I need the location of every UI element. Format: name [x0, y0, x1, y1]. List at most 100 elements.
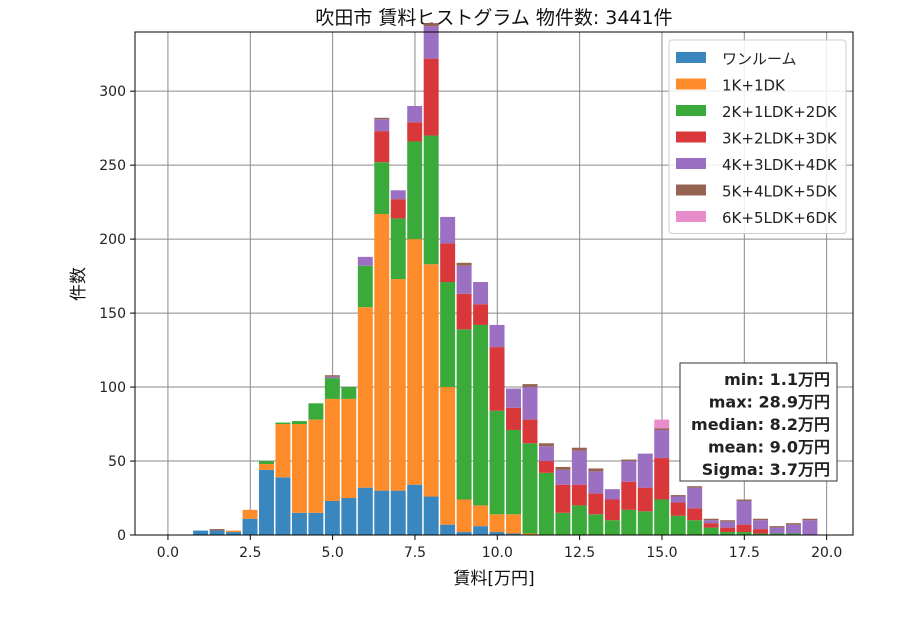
x-tick-label: 7.5 — [404, 545, 426, 561]
legend-swatch — [676, 131, 706, 143]
histogram-bar — [291, 512, 307, 535]
histogram-bar — [753, 533, 769, 535]
histogram-bar — [242, 518, 258, 535]
histogram-bar — [621, 509, 637, 535]
histogram-bar — [769, 526, 785, 528]
histogram-bar — [506, 388, 521, 408]
histogram-bar — [423, 135, 439, 265]
histogram-bar — [736, 524, 752, 533]
histogram-bar — [341, 398, 357, 499]
histogram-bar — [637, 453, 653, 488]
histogram-bar — [390, 490, 406, 535]
histogram-bar — [538, 443, 554, 447]
histogram-bar — [736, 499, 752, 501]
histogram-bar — [423, 264, 439, 497]
histogram-bar — [687, 508, 703, 521]
histogram-bar — [522, 443, 538, 534]
legend-label: 1K+1DK — [722, 77, 786, 95]
histogram-bar — [324, 376, 340, 379]
histogram-bar — [670, 495, 686, 497]
legend-box — [668, 39, 847, 234]
histogram-bar — [374, 490, 390, 535]
histogram-bar — [357, 256, 373, 266]
histogram-bar — [769, 527, 785, 534]
histogram-bar — [407, 484, 423, 535]
legend-swatch — [676, 211, 706, 222]
histogram-bar — [522, 384, 538, 388]
histogram-bar — [522, 419, 538, 444]
legend-swatch — [676, 158, 706, 169]
histogram-bar — [720, 521, 736, 528]
x-tick-label: 5.0 — [321, 545, 343, 561]
histogram-bar — [555, 512, 571, 535]
histogram-bar — [324, 398, 340, 501]
y-tick-label: 300 — [99, 84, 126, 100]
stats-box: min: 1.1万円 max: 28.9万円 median: 8.2万円 mean: … — [679, 362, 838, 482]
histogram-bar — [259, 461, 274, 464]
histogram-bar — [242, 509, 258, 519]
histogram-bar — [637, 511, 653, 535]
histogram-bar — [506, 533, 521, 535]
histogram-bar — [374, 117, 390, 120]
histogram-bar — [538, 446, 554, 462]
y-tick-label: 100 — [99, 380, 126, 396]
histogram-bar — [687, 486, 703, 488]
histogram-bar — [489, 410, 505, 515]
histogram-bar — [555, 466, 571, 470]
histogram-bar — [720, 520, 736, 522]
histogram-bar — [538, 461, 554, 473]
histogram-bar — [654, 428, 670, 430]
histogram-bar — [259, 463, 274, 470]
legend-label: 4K+3LDK+4DK — [722, 156, 838, 174]
stats-line: Sigma: 3.7万円 — [702, 460, 830, 479]
histogram-bar — [374, 119, 390, 132]
legend-label: 2K+1LDK+2DK — [722, 103, 838, 121]
histogram-bar — [687, 520, 703, 535]
histogram-bar — [588, 493, 604, 515]
chart-title: 吹田市 賃料ヒストグラム 物件数: 3441件 — [315, 7, 672, 29]
histogram-bar — [341, 498, 357, 535]
histogram-bar — [209, 529, 225, 531]
histogram-bar — [423, 26, 439, 59]
histogram-bar — [621, 481, 637, 510]
histogram-bar — [390, 190, 406, 200]
y-tick-label: 150 — [99, 306, 126, 322]
histogram-bar — [308, 512, 324, 535]
histogram-bar — [291, 421, 307, 425]
histogram-bar — [456, 329, 472, 500]
histogram-bar — [390, 199, 406, 219]
histogram-bar — [571, 447, 587, 451]
histogram-bar — [374, 131, 390, 163]
stats-line: median: 8.2万円 — [691, 415, 830, 434]
legend-swatch — [676, 52, 706, 63]
histogram-bar — [473, 324, 489, 506]
histogram-bar — [703, 523, 719, 528]
histogram-bar — [604, 520, 620, 535]
y-axis-label: 件数 — [69, 267, 89, 301]
histogram-bar — [753, 518, 769, 521]
histogram-bar — [522, 533, 538, 535]
histogram-bar — [785, 533, 801, 535]
x-tick-label: 2.5 — [239, 545, 261, 561]
histogram-bar — [407, 122, 423, 142]
histogram-bar — [489, 324, 505, 348]
histogram-bar — [670, 502, 686, 516]
histogram-bar — [489, 514, 505, 533]
histogram-bar — [604, 499, 620, 521]
histogram-bar — [720, 532, 736, 535]
legend-swatch — [676, 184, 706, 196]
histogram-bar — [654, 419, 670, 429]
histogram-bar — [604, 489, 620, 500]
histogram-bar — [456, 262, 472, 266]
histogram-bar — [555, 469, 571, 485]
stats-line: mean: 9.0万円 — [708, 438, 830, 457]
histogram-bar — [440, 524, 456, 535]
y-tick-label: 50 — [108, 454, 126, 470]
legend: ワンルーム 1K+1DK 2K+1LDK+2DK 3K+2LDK+3DK 4K+3LDK… — [668, 39, 847, 234]
histogram-bar — [670, 515, 686, 535]
histogram-bar — [209, 530, 225, 535]
histogram-bar — [308, 419, 324, 513]
stats-line: min: 1.1万円 — [724, 370, 830, 389]
legend-swatch — [676, 105, 706, 116]
